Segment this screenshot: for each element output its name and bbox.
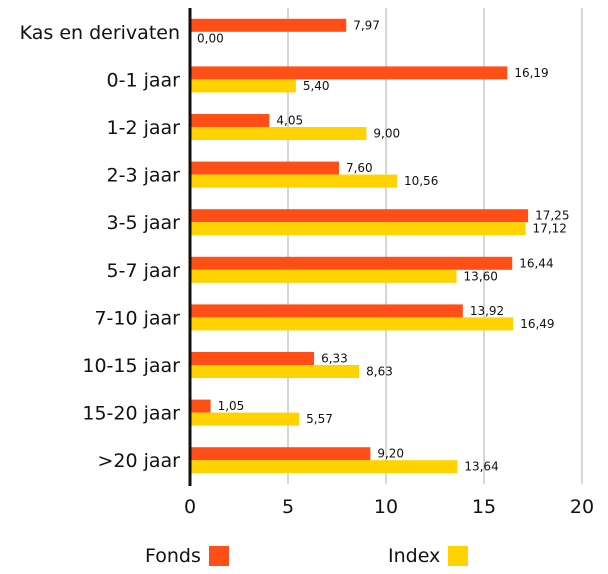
category-label-8: 15-20 jaar bbox=[82, 403, 180, 425]
category-label-2: 1-2 jaar bbox=[107, 117, 181, 139]
category-label-9: >20 jaar bbox=[97, 450, 180, 472]
bar-fonds-1 bbox=[190, 66, 508, 80]
bar-index-4 bbox=[190, 222, 526, 236]
value-label-fonds-7: 6,33 bbox=[321, 352, 348, 366]
x-tick-labels: 0 5 10 15 20 bbox=[184, 496, 594, 518]
value-label-index-3: 10,56 bbox=[404, 174, 438, 188]
category-label-4: 3-5 jaar bbox=[107, 212, 181, 234]
x-tick-label-0: 0 bbox=[184, 496, 196, 518]
bar-fonds-7 bbox=[190, 352, 315, 365]
value-label-index-5: 13,60 bbox=[464, 269, 498, 283]
bar-fonds-6 bbox=[190, 304, 463, 318]
bar-fonds-4 bbox=[190, 209, 529, 223]
bar-fonds-5 bbox=[190, 256, 513, 270]
value-label-index-1: 5,40 bbox=[303, 79, 330, 93]
x-tick-label-4: 20 bbox=[570, 496, 594, 518]
value-label-fonds-5: 16,44 bbox=[519, 256, 553, 270]
bar-fonds-2 bbox=[190, 114, 270, 127]
bar-index-1 bbox=[190, 79, 296, 93]
value-label-fonds-9: 9,20 bbox=[377, 447, 404, 461]
bars bbox=[190, 18, 529, 474]
category-label-5: 5-7 jaar bbox=[107, 260, 181, 282]
bar-index-7 bbox=[190, 365, 360, 378]
value-label-index-4: 17,12 bbox=[533, 222, 567, 236]
value-label-index-0: 0,00 bbox=[197, 31, 224, 45]
legend-fonds-label: Fonds bbox=[145, 545, 201, 567]
bar-index-3 bbox=[190, 174, 397, 188]
value-label-index-2: 9,00 bbox=[373, 127, 400, 141]
bar-index-9 bbox=[190, 460, 458, 474]
value-label-index-7: 8,63 bbox=[366, 365, 393, 379]
legend-index-swatch bbox=[448, 546, 469, 566]
x-tick-label-1: 5 bbox=[282, 496, 294, 518]
bar-fonds-9 bbox=[190, 447, 371, 461]
legend-index: Index bbox=[388, 545, 469, 567]
bar-index-8 bbox=[190, 412, 300, 426]
category-label-7: 10-15 jaar bbox=[82, 355, 180, 377]
value-label-fonds-2: 4,05 bbox=[276, 114, 303, 128]
bar-fonds-8 bbox=[190, 399, 211, 413]
value-label-fonds-4: 17,25 bbox=[535, 209, 569, 223]
bar-index-6 bbox=[190, 317, 514, 331]
value-label-fonds-6: 13,92 bbox=[470, 304, 504, 318]
value-label-index-8: 5,57 bbox=[306, 412, 333, 426]
value-labels: 7,970,0016,195,404,059,007,6010,5617,251… bbox=[197, 18, 569, 473]
legend-index-label: Index bbox=[388, 545, 441, 567]
x-tick-label-3: 15 bbox=[472, 496, 496, 518]
category-label-3: 2-3 jaar bbox=[107, 165, 181, 187]
legend-fonds-swatch bbox=[208, 546, 229, 566]
legend-fonds: Fonds bbox=[145, 545, 229, 567]
bar-fonds-3 bbox=[190, 161, 339, 175]
gridlines bbox=[287, 8, 583, 484]
value-label-fonds-0: 7,97 bbox=[353, 18, 380, 32]
value-label-index-9: 13,64 bbox=[464, 460, 498, 474]
value-label-index-6: 16,49 bbox=[520, 317, 554, 331]
value-label-fonds-8: 1,05 bbox=[218, 399, 245, 413]
bar-index-5 bbox=[190, 269, 457, 283]
category-label-0: Kas en derivaten bbox=[20, 22, 180, 44]
category-label-1: 0-1 jaar bbox=[107, 69, 181, 91]
bar-chart: 7,970,0016,195,404,059,007,6010,5617,251… bbox=[20, 8, 594, 518]
category-labels: Kas en derivaten 0-1 jaar 1-2 jaar 2-3 jaar… bbox=[20, 22, 181, 472]
x-tick-label-2: 10 bbox=[374, 496, 398, 518]
value-label-fonds-1: 16,19 bbox=[514, 66, 548, 80]
category-label-6: 7-10 jaar bbox=[94, 307, 180, 329]
bar-index-2 bbox=[190, 127, 367, 140]
value-label-fonds-3: 7,60 bbox=[346, 161, 373, 175]
bar-fonds-0 bbox=[190, 18, 347, 32]
